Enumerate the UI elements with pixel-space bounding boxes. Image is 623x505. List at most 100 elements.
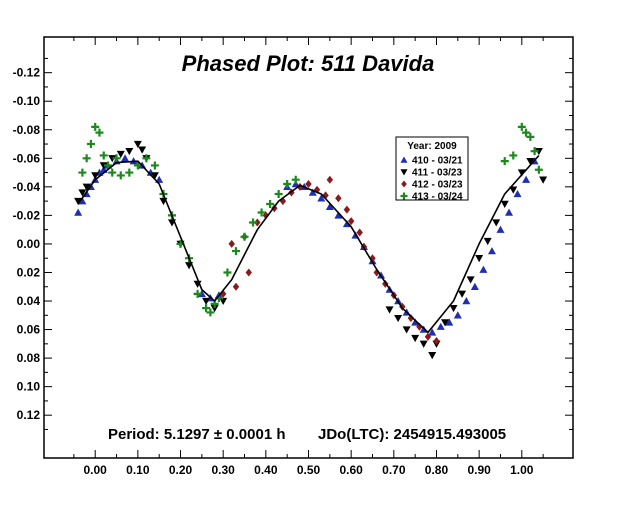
data-point: [470, 282, 479, 290]
data-point: [335, 194, 342, 203]
data-point: [202, 304, 211, 313]
data-point: [522, 175, 531, 183]
data-point: [206, 308, 215, 317]
data-point: [121, 154, 130, 162]
y-tick-label: 0.04: [17, 294, 41, 308]
data-point: [449, 304, 458, 313]
data-point: [487, 247, 496, 255]
data-point: [526, 132, 535, 141]
data-point: [509, 151, 518, 160]
data-point: [91, 122, 100, 131]
data-point: [108, 155, 117, 163]
data-point: [210, 304, 219, 313]
legend-box: [395, 136, 469, 201]
data-point: [402, 326, 411, 334]
legend-label: 413 - 03/24: [412, 192, 463, 203]
data-point: [539, 176, 548, 184]
data-point: [86, 140, 95, 149]
data-point: [458, 290, 467, 298]
data-point: [82, 183, 91, 191]
data-point: [517, 122, 526, 131]
period-annotation: Period: 5.1297 ± 0.0001 h: [108, 426, 286, 443]
data-point: [453, 311, 462, 319]
legend-title: Year: 2009: [407, 141, 457, 152]
legend-marker: [400, 169, 408, 176]
data-point: [232, 282, 240, 291]
data-point: [492, 219, 501, 227]
data-point: [91, 172, 100, 180]
data-point: [411, 334, 420, 343]
data-point: [78, 197, 87, 205]
data-point: [142, 154, 151, 163]
x-tick-label: 0.70: [382, 463, 406, 477]
data-point: [500, 157, 509, 166]
data-point: [433, 336, 440, 345]
data-point: [95, 128, 104, 137]
data-point: [266, 199, 275, 208]
legend-label: 411 - 03/23: [412, 168, 462, 179]
x-tick-label: 0.10: [126, 463, 150, 477]
data-point: [125, 168, 134, 177]
data-point: [78, 168, 87, 177]
data-point: [505, 208, 514, 216]
data-point: [150, 172, 159, 180]
x-tick-label: 0.60: [339, 463, 363, 477]
data-point: [534, 165, 543, 174]
data-point: [445, 318, 454, 326]
y-tick-label: -0.12: [13, 66, 41, 80]
data-point: [530, 147, 539, 156]
data-point: [78, 189, 87, 197]
x-tick-label: 0.20: [169, 463, 193, 477]
data-point: [193, 289, 202, 298]
data-point: [496, 225, 505, 233]
data-point: [483, 237, 492, 246]
y-tick-label: 0.06: [17, 323, 41, 337]
data-point: [202, 297, 211, 306]
data-point: [466, 276, 475, 284]
data-point: [411, 318, 420, 326]
data-point: [231, 247, 240, 256]
data-point: [240, 232, 249, 241]
data-point: [317, 194, 326, 202]
data-point: [228, 239, 235, 248]
data-point: [513, 189, 522, 198]
y-tick-label: 0.02: [17, 265, 41, 279]
data-point: [274, 189, 283, 198]
data-point: [138, 146, 147, 154]
y-tick-label: 0.08: [17, 351, 41, 365]
y-tick-label: -0.06: [13, 151, 41, 165]
data-point: [99, 151, 108, 160]
data-point: [99, 162, 108, 170]
data-point: [479, 265, 488, 273]
data-point: [103, 161, 112, 170]
y-tick-label: -0.10: [13, 94, 41, 108]
fit-curve: [77, 154, 540, 334]
data-point: [419, 340, 428, 348]
x-tick-label: 0.80: [425, 463, 449, 477]
y-tick-label: -0.02: [13, 208, 41, 222]
x-tick-label: 0.90: [467, 463, 491, 477]
data-point: [305, 179, 312, 188]
data-point: [462, 297, 471, 305]
axis-ticks-layer: 0.00 0.10 0.20 0.30 0.40 0.50 0.60 0.70 0.80 0.90…: [13, 37, 573, 477]
y-tick-label: 0.00: [17, 237, 41, 251]
data-point: [534, 147, 543, 156]
data-point: [125, 147, 134, 156]
legend-marker: [400, 156, 408, 163]
legend-label: 412 - 03/23: [412, 180, 463, 191]
data-point: [223, 268, 232, 277]
data-point: [74, 208, 83, 216]
data-point: [326, 175, 334, 184]
data-point: [74, 197, 83, 206]
data-point: [517, 169, 526, 177]
data-point: [334, 211, 343, 219]
data-point: [108, 168, 117, 177]
data-point: [475, 255, 484, 263]
y-tick-label: 0.10: [17, 380, 41, 394]
data-point: [385, 306, 394, 314]
data-point: [254, 218, 261, 227]
data-point: [522, 128, 531, 137]
